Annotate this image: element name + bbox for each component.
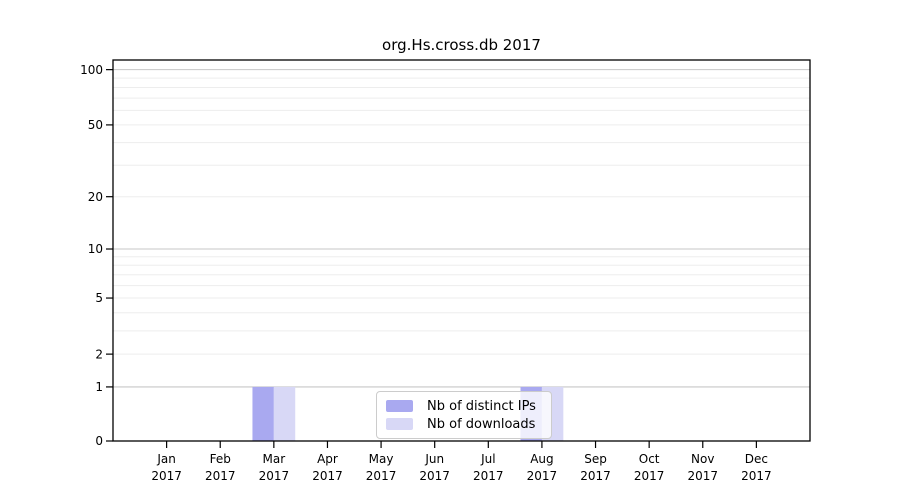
y-tick-label: 1 [95,380,103,394]
legend-label-downloads: Nb of downloads [427,416,536,432]
x-tick-label: Feb 2017 [205,452,236,483]
x-tick-label: May 2017 [366,452,397,483]
legend: Nb of distinct IPs Nb of downloads [376,391,552,439]
y-tick-label: 2 [95,347,103,361]
x-tick-label: Aug 2017 [527,452,558,483]
legend-swatch-downloads-icon [386,418,413,430]
chart-title: org.Hs.cross.db 2017 [382,36,541,54]
y-tick-label: 10 [88,242,103,256]
y-tick-label: 50 [88,118,103,132]
x-tick-label: Oct 2017 [634,452,665,483]
y-tick-label: 5 [95,291,103,305]
plot-border [112,59,811,442]
legend-item-downloads: Nb of downloads [386,417,542,432]
bar-downloads [273,386,296,441]
x-tick-label: Jun 2017 [419,452,450,483]
y-tick-label: 0 [95,434,103,448]
y-tick-label: 20 [88,190,103,204]
x-tick-label: Jan 2017 [151,452,182,483]
y-tick-label: 100 [80,63,103,77]
legend-item-distinct-ips: Nb of distinct IPs [386,399,542,414]
x-tick-label: Sep 2017 [580,452,611,483]
x-tick-label: Jul 2017 [473,452,504,483]
legend-label-distinct-ips: Nb of distinct IPs [427,398,536,414]
x-tick-label: Apr 2017 [312,452,343,483]
legend-swatch-distinct-ips-icon [386,400,413,412]
x-tick-label: Dec 2017 [741,452,772,483]
bar-distinct-ips [252,386,274,441]
x-tick-label: Nov 2017 [687,452,718,483]
x-tick-label: Mar 2017 [259,452,290,483]
